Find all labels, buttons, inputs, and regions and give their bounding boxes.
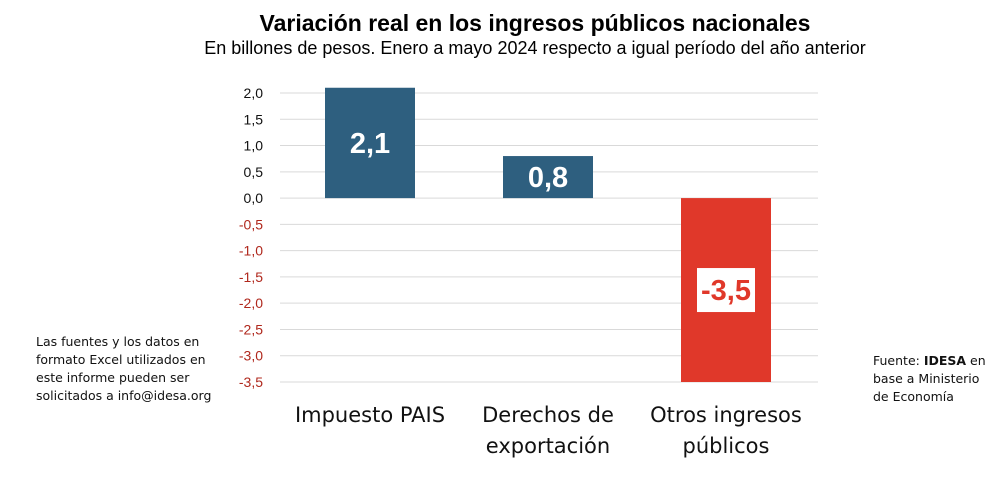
chart-subtitle: En billones de pesos. Enero a mayo 2024 … bbox=[204, 38, 866, 58]
y-tick-label: -2,0 bbox=[239, 295, 263, 311]
bar bbox=[325, 87, 415, 199]
y-tick-label: 0,5 bbox=[244, 164, 264, 180]
y-tick-label: -2,5 bbox=[239, 321, 263, 337]
y-tick-label: 2,0 bbox=[244, 85, 264, 101]
x-category-label: Impuesto PAIS bbox=[295, 403, 445, 427]
data-label: -3,5 bbox=[701, 275, 751, 307]
y-tick-label: -1,5 bbox=[239, 269, 263, 285]
x-category-label: exportación bbox=[486, 434, 610, 458]
x-axis-category-labels: Impuesto PAIS Derechos de exportación Otros… bbox=[295, 403, 802, 458]
x-category-label: Otros ingresos bbox=[650, 403, 802, 427]
source-suffix: en base a Ministerio de Economía bbox=[873, 353, 986, 404]
data-label: 0,8 bbox=[528, 162, 568, 194]
y-tick-label: -3,0 bbox=[239, 348, 263, 364]
data-availability-note: Las fuentes y los datos en formato Excel… bbox=[36, 334, 212, 403]
y-tick-label: -0,5 bbox=[239, 216, 263, 232]
y-axis-tick-labels: 2,0 1,5 1,0 0,5 0,0 -0,5 -1,0 -1,5 -2,0 -2,5 -3,0 -… bbox=[239, 85, 263, 390]
source-prefix: Fuente: bbox=[873, 353, 924, 368]
y-tick-label: 1,5 bbox=[244, 111, 264, 127]
bar bbox=[503, 156, 593, 199]
y-tick-label: -3,5 bbox=[239, 374, 263, 390]
bars: 2,1 0,8 -3,5 bbox=[325, 87, 771, 382]
y-tick-label: 0,0 bbox=[244, 190, 264, 206]
y-tick-label: 1,0 bbox=[244, 138, 264, 154]
data-label-background bbox=[697, 268, 755, 313]
y-tick-label: -1,0 bbox=[239, 243, 263, 259]
chart-title: Variación real en los ingresos públicos … bbox=[259, 10, 811, 36]
x-category-label: públicos bbox=[683, 434, 770, 458]
source-note: Fuente: IDESA en base a Ministerio de Ec… bbox=[873, 352, 998, 406]
source-name: IDESA bbox=[923, 353, 967, 368]
data-label: 2,1 bbox=[350, 128, 390, 160]
x-category-label: Derechos de bbox=[482, 403, 614, 427]
